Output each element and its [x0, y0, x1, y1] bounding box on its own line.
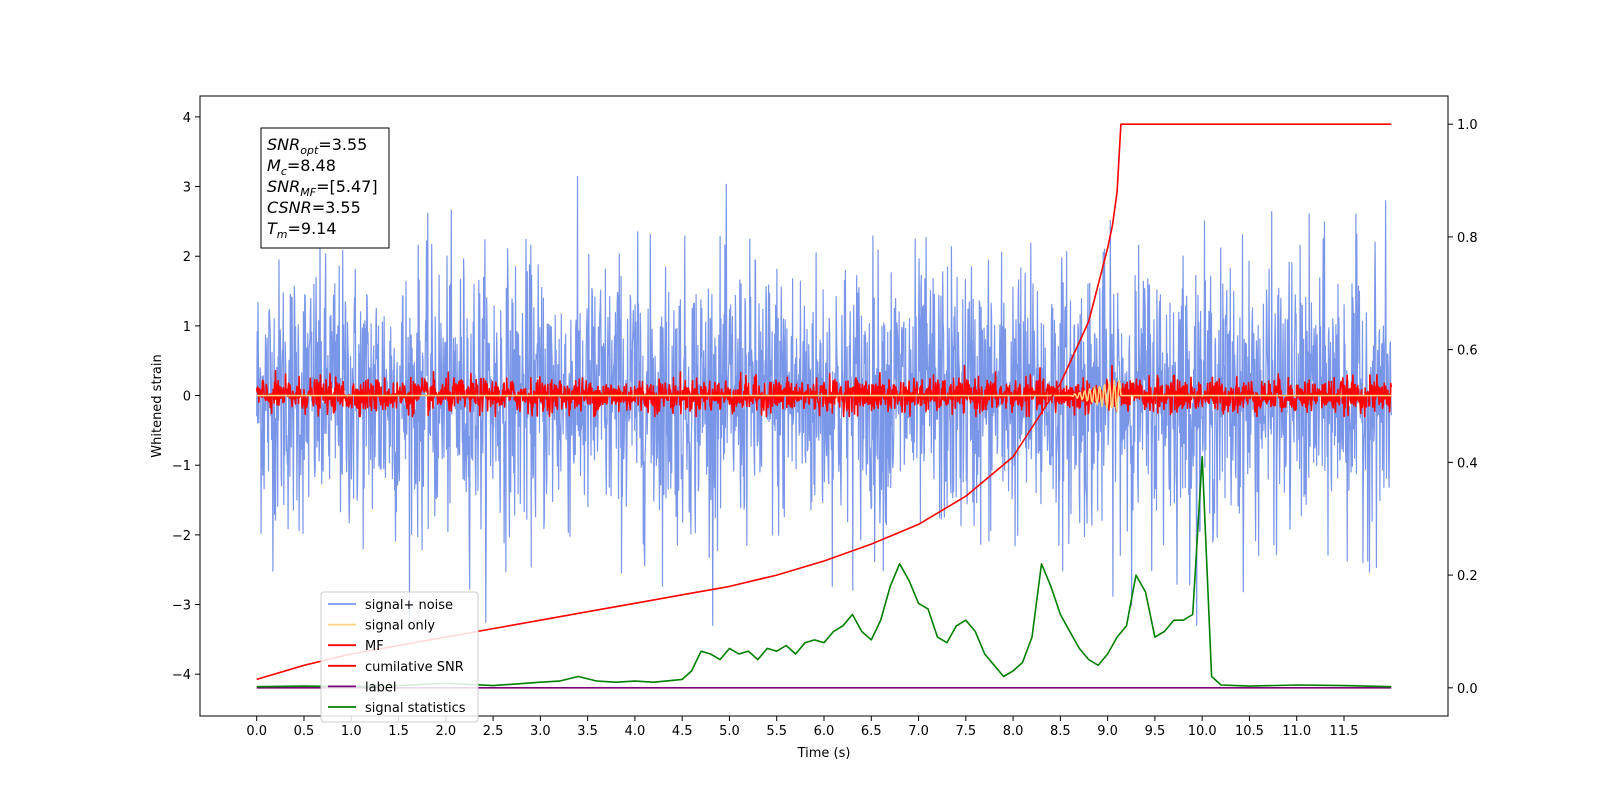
x-tick-label: 0.0	[246, 724, 267, 739]
x-tick-label: 6.0	[814, 724, 835, 739]
legend-frame	[320, 591, 479, 723]
x-tick-label: 0.5	[294, 724, 315, 739]
x-tick-label: 5.5	[766, 724, 787, 739]
y-tick-label: −4	[172, 668, 191, 683]
annotation-line: Mc=8.48	[267, 156, 336, 178]
x-tick-label: 5.0	[719, 724, 740, 739]
y-tick-label: −1	[172, 459, 191, 474]
x-tick-label: 9.0	[1097, 724, 1118, 739]
x-tick-label: 7.0	[908, 724, 929, 739]
annotation-frame	[260, 127, 390, 249]
x-tick-label: 8.5	[1050, 724, 1071, 739]
x-tick-label: 7.5	[955, 724, 976, 739]
y-tick-label: −2	[172, 529, 191, 544]
y-tick-label: 2	[183, 250, 191, 265]
legend-entry: cumilative SNR	[365, 660, 464, 675]
ticks: 0.0 0.5 1.0 1.5 2.0 2.5 3.0 3.5 4.0 4.5 5.0 5.5 6.0 6…	[172, 111, 1478, 739]
legend-entry: signal only	[365, 619, 435, 634]
y-axis-label: Whitened strain	[150, 354, 165, 457]
annotation-line: SNRopt=3.55	[267, 135, 367, 157]
x-tick-label: 8.0	[1003, 724, 1024, 739]
x-tick-label: 3.5	[577, 724, 598, 739]
x-axis-label: Time (s)	[797, 746, 851, 761]
series-line-signal-only	[256, 379, 1392, 412]
y-right-tick-label: 0.8	[1457, 231, 1478, 246]
x-tick-label: 3.0	[530, 724, 551, 739]
y-tick-label: 3	[183, 181, 191, 196]
x-tick-label: 10.5	[1235, 724, 1264, 739]
y-right-tick-label: 0.6	[1457, 344, 1478, 359]
y-right-tick-label: 0.2	[1457, 569, 1478, 584]
annotation-line: CSNR=3.55	[267, 198, 361, 217]
series-line-mf	[255, 364, 1393, 418]
x-tick-label: 1.5	[388, 724, 409, 739]
legend-entry: label	[365, 680, 396, 695]
y-right-tick-label: 0.0	[1457, 682, 1478, 697]
series-line-signal-statistics	[256, 455, 1392, 688]
x-tick-label: 4.0	[625, 724, 646, 739]
x-tick-label: 6.5	[861, 724, 882, 739]
y-tick-label: 4	[183, 111, 191, 126]
x-tick-label: 11.5	[1330, 724, 1359, 739]
y-tick-label: 1	[183, 320, 191, 335]
x-tick-label: 1.0	[341, 724, 362, 739]
y-tick-label: 0	[183, 390, 191, 405]
annotation-line: Tm=9.14	[267, 219, 337, 241]
x-tick-label: 4.5	[672, 724, 693, 739]
x-tick-label: 2.0	[435, 724, 456, 739]
x-tick-label: 2.5	[483, 724, 504, 739]
legend-entry: signal+ noise	[365, 598, 453, 613]
series-line-signal-noise	[256, 175, 1392, 627]
y-tick-label: −3	[172, 599, 191, 614]
x-tick-label: 10.0	[1188, 724, 1217, 739]
x-tick-label: 11.0	[1282, 724, 1311, 739]
y-right-tick-label: 1.0	[1457, 118, 1478, 133]
y-right-tick-label: 0.4	[1457, 456, 1478, 471]
annotation-line: SNRMF=[5.47]	[267, 177, 378, 199]
legend-entry: signal statistics	[365, 701, 466, 716]
x-tick-label: 9.5	[1145, 724, 1166, 739]
legend: signal+ noise signal only MF cumilative SNR…	[320, 591, 479, 723]
legend-entry: MF	[365, 639, 384, 654]
